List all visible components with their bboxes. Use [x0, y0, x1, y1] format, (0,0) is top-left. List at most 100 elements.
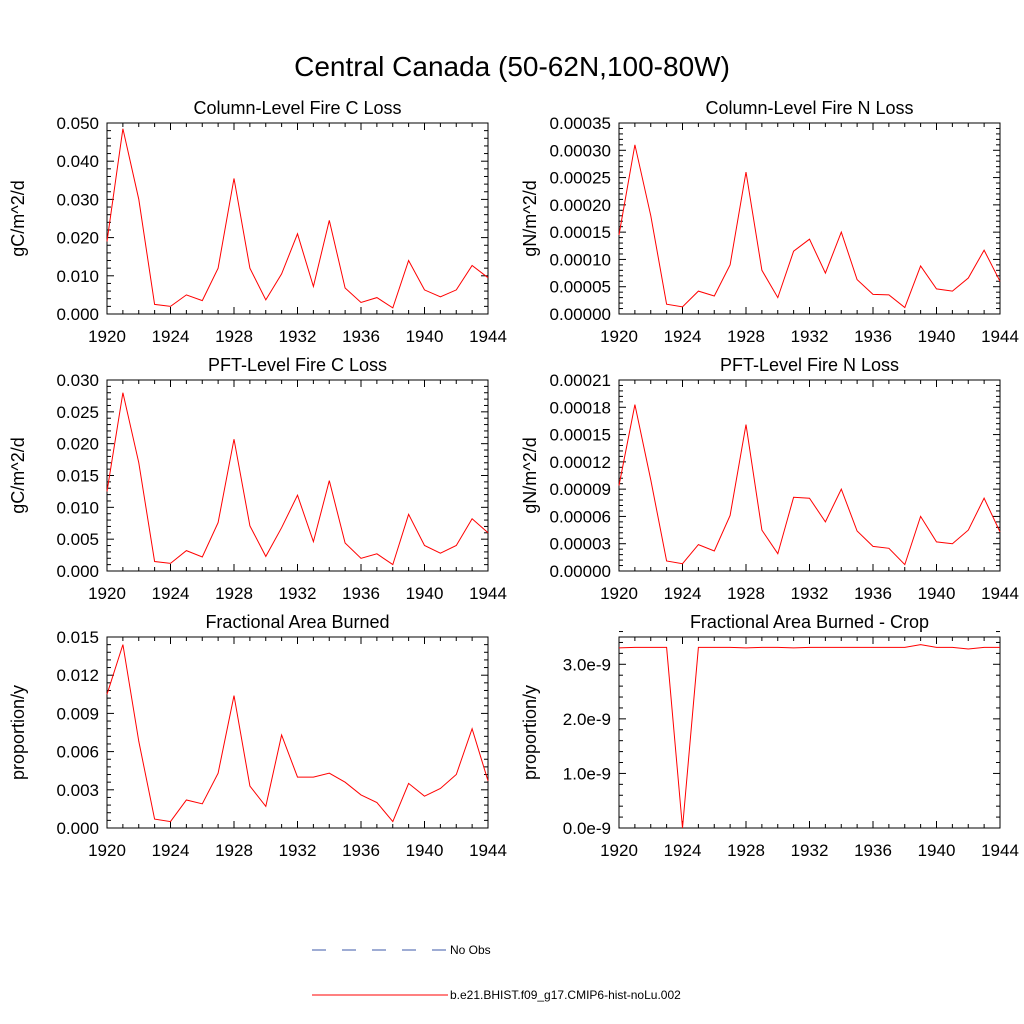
- y-tick-label: 0.00000: [550, 305, 611, 324]
- x-tick-label: 1928: [727, 841, 765, 860]
- y-tick-label: 0.00025: [550, 169, 611, 188]
- x-tick-label: 1932: [279, 841, 317, 860]
- legend-item: b.e21.BHIST.f09_g17.CMIP6-hist-noLu.002: [312, 988, 681, 1002]
- x-tick-label: 1944: [469, 584, 507, 603]
- y-tick-label: 0.0e-9: [563, 819, 611, 838]
- y-tick-label: 0.005: [56, 530, 99, 549]
- panel-title: PFT-Level Fire N Loss: [720, 355, 899, 375]
- panel-3: PFT-Level Fire C Loss gC/m^2/d 1920 1924 192…: [8, 355, 507, 603]
- legend-label: b.e21.BHIST.f09_g17.CMIP6-hist-noLu.002: [450, 988, 681, 1002]
- series-line: [618, 404, 1001, 566]
- x-tick-label: 1928: [215, 327, 253, 346]
- y-tick-label: 0.00012: [550, 453, 611, 472]
- x-tick-label: 1920: [600, 841, 638, 860]
- panel-title: Column-Level Fire C Loss: [193, 98, 401, 118]
- y-axis-label: gC/m^2/d: [8, 437, 28, 513]
- panel-1: Column-Level Fire C Loss gC/m^2/d 1920 1924…: [8, 98, 507, 346]
- y-axis-label: gN/m^2/d: [520, 437, 540, 513]
- x-tick-label: 1928: [215, 584, 253, 603]
- x-tick-label: 1944: [981, 327, 1019, 346]
- y-tick-label: 0.030: [56, 190, 99, 209]
- panel-2: Column-Level Fire N Loss gN/m^2/d 1920 1924…: [520, 98, 1019, 346]
- x-tick-label: 1940: [406, 841, 444, 860]
- x-tick-label: 1940: [918, 841, 956, 860]
- series-line: [618, 644, 1000, 829]
- y-tick-label: 0.00000: [550, 562, 611, 581]
- x-tick-label: 1932: [791, 584, 829, 603]
- x-tick-label: 1920: [600, 327, 638, 346]
- panel-4: PFT-Level Fire N Loss gN/m^2/d 1920 1924 192…: [520, 355, 1019, 603]
- y-tick-label: 0.00035: [550, 114, 611, 133]
- x-tick-label: 1932: [791, 327, 829, 346]
- panel-5: Fractional Area Burned proportion/y 1920 19…: [8, 612, 507, 860]
- y-tick-label: 0.00015: [550, 426, 611, 445]
- y-tick-label: 0.006: [56, 743, 99, 762]
- x-tick-label: 1944: [469, 327, 507, 346]
- y-tick-label: 0.015: [56, 467, 99, 486]
- x-tick-label: 1940: [918, 327, 956, 346]
- panel-title: PFT-Level Fire C Loss: [208, 355, 387, 375]
- x-tick-label: 1924: [664, 327, 702, 346]
- panel-6: Fractional Area Burned - Crop proportion/…: [520, 612, 1019, 860]
- figure-title: Central Canada (50-62N,100-80W): [294, 51, 730, 82]
- x-tick-label: 1944: [469, 841, 507, 860]
- y-tick-label: 0.00030: [550, 141, 611, 160]
- y-tick-label: 0.00009: [550, 480, 611, 499]
- x-tick-label: 1928: [215, 841, 253, 860]
- panel-title: Column-Level Fire N Loss: [705, 98, 913, 118]
- legend: No Obs b.e21.BHIST.f09_g17.CMIP6-hist-noL…: [312, 943, 681, 1002]
- x-tick-label: 1936: [342, 584, 380, 603]
- y-tick-label: 0.00015: [550, 223, 611, 242]
- x-tick-label: 1924: [152, 327, 190, 346]
- y-axis-label: proportion/y: [8, 685, 28, 780]
- x-tick-label: 1920: [88, 841, 126, 860]
- plot-frame: [106, 636, 489, 829]
- y-tick-label: 0.00006: [550, 507, 611, 526]
- plot-frame: [618, 122, 1001, 315]
- x-tick-label: 1936: [854, 584, 892, 603]
- x-tick-label: 1940: [406, 584, 444, 603]
- x-tick-label: 1920: [88, 327, 126, 346]
- x-tick-label: 1924: [664, 584, 702, 603]
- y-tick-label: 0.003: [56, 781, 99, 800]
- x-tick-label: 1928: [727, 327, 765, 346]
- y-tick-label: 0.009: [56, 704, 99, 723]
- y-tick-label: 0.00010: [550, 250, 611, 269]
- y-axis-label: gC/m^2/d: [8, 180, 28, 256]
- y-tick-label: 0.040: [56, 152, 99, 171]
- y-tick-label: 0.00021: [550, 371, 611, 390]
- y-tick-label: 0.000: [56, 562, 99, 581]
- panels: Column-Level Fire C Loss gC/m^2/d 1920 1924…: [8, 98, 1019, 860]
- x-tick-label: 1936: [342, 327, 380, 346]
- x-tick-label: 1936: [854, 327, 892, 346]
- panel-title: Fractional Area Burned - Crop: [690, 612, 929, 632]
- panel-title: Fractional Area Burned: [205, 612, 389, 632]
- y-tick-label: 0.050: [56, 114, 99, 133]
- x-tick-label: 1920: [88, 584, 126, 603]
- y-tick-label: 0.015: [56, 628, 99, 647]
- plot-frame: [618, 636, 1001, 829]
- y-tick-label: 0.00020: [550, 196, 611, 215]
- x-tick-label: 1932: [279, 584, 317, 603]
- y-tick-label: 0.020: [56, 435, 99, 454]
- y-tick-label: 0.00018: [550, 398, 611, 417]
- y-tick-label: 0.010: [56, 267, 99, 286]
- x-tick-label: 1928: [727, 584, 765, 603]
- y-tick-label: 0.020: [56, 229, 99, 248]
- series-line: [106, 644, 489, 823]
- series-line: [106, 128, 489, 309]
- x-tick-label: 1920: [600, 584, 638, 603]
- x-tick-label: 1924: [152, 584, 190, 603]
- y-tick-label: 0.025: [56, 403, 99, 422]
- x-tick-label: 1944: [981, 584, 1019, 603]
- series-line: [618, 144, 1001, 309]
- legend-item: No Obs: [312, 943, 491, 957]
- y-axis-label: proportion/y: [520, 685, 540, 780]
- y-tick-label: 0.00005: [550, 278, 611, 297]
- y-tick-label: 0.00003: [550, 535, 611, 554]
- x-tick-label: 1940: [406, 327, 444, 346]
- series-line: [106, 392, 489, 566]
- plot-frame: [106, 379, 489, 572]
- x-tick-label: 1932: [791, 841, 829, 860]
